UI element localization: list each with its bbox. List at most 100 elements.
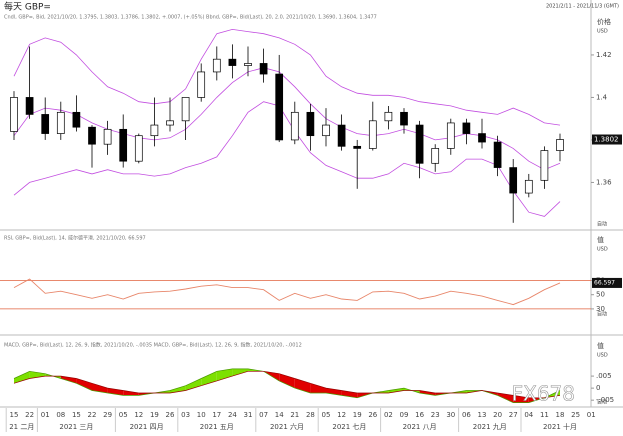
series-line bbox=[13, 28, 561, 126]
axis-title: 价格 bbox=[597, 17, 611, 26]
x-group-label: 2021 八月 bbox=[403, 423, 437, 431]
candle-body bbox=[72, 111, 81, 128]
candle-body bbox=[415, 124, 424, 164]
macd-fill bbox=[310, 383, 326, 393]
x-tick-label: 21 bbox=[290, 411, 299, 419]
macd-fill bbox=[388, 388, 404, 393]
x-tick-label: 30 bbox=[446, 411, 455, 419]
x-tick-label: 04 bbox=[524, 411, 533, 419]
y-tick-label: -.005 bbox=[596, 396, 614, 404]
axis-title: 值 bbox=[597, 235, 604, 244]
macd-fill bbox=[14, 371, 30, 384]
candle-body bbox=[368, 120, 377, 149]
y-tick-label: 50 bbox=[596, 291, 605, 299]
x-tick-label: 22 bbox=[25, 411, 34, 419]
scale-mode: 自动 bbox=[597, 311, 607, 318]
macd-fill bbox=[201, 371, 217, 386]
axis-unit: USD bbox=[597, 29, 608, 35]
macd-fill bbox=[76, 378, 92, 391]
info-line: MACD, GBP=, Bid(Last), 12, 26, 9, 指数, 20… bbox=[4, 342, 302, 349]
x-tick-label: 15 bbox=[72, 411, 81, 419]
candle-body bbox=[462, 122, 471, 134]
x-tick-label: 26 bbox=[166, 411, 175, 419]
x-tick-label: 27 bbox=[509, 411, 518, 419]
candle-body bbox=[509, 167, 518, 194]
candle-body bbox=[134, 135, 143, 162]
macd-fill bbox=[497, 392, 514, 403]
y-tick-label: 1.42 bbox=[596, 51, 612, 59]
candle-body bbox=[103, 128, 112, 145]
series-line bbox=[13, 101, 561, 217]
candle-body bbox=[41, 114, 50, 134]
date-range: 2021/2/11 - 2021/11/3 (GMT) bbox=[546, 4, 619, 10]
x-tick-label: 09 bbox=[400, 411, 409, 419]
info-line: RSI, GBP=, Bid(Last), 14, 威尔德平滑, 2021/10… bbox=[4, 235, 146, 242]
x-tick-label: 25 bbox=[571, 411, 580, 419]
candle-body bbox=[306, 111, 315, 137]
x-tick-label: 12 bbox=[134, 411, 143, 419]
macd-fill bbox=[185, 378, 202, 391]
y-tick-label: 0 bbox=[596, 384, 600, 392]
x-tick-label: 18 bbox=[556, 411, 565, 419]
candle-body bbox=[275, 73, 284, 141]
x-group-label: 2021 四月 bbox=[130, 423, 164, 431]
axis-unit: USD bbox=[597, 247, 608, 253]
y-tick-label: 30 bbox=[596, 305, 605, 313]
series-line bbox=[13, 278, 561, 306]
x-group-label: 2021 十月 bbox=[543, 422, 577, 431]
x-tick-label: 06 bbox=[462, 411, 471, 419]
x-tick-label: 26 bbox=[368, 411, 377, 419]
axis-title: 值 bbox=[597, 341, 604, 350]
candle-body bbox=[431, 148, 440, 164]
series-line bbox=[13, 368, 561, 403]
x-tick-label: 19 bbox=[353, 411, 362, 419]
y-tick-label: 1.36 bbox=[596, 178, 612, 186]
y-tick-label: .005 bbox=[596, 372, 612, 380]
candle-body bbox=[384, 111, 393, 122]
candle-body bbox=[197, 71, 206, 98]
x-tick-label: 16 bbox=[415, 411, 424, 419]
x-tick-label: 01 bbox=[41, 411, 50, 419]
x-tick-label: 05 bbox=[119, 411, 128, 419]
x-tick-label: 10 bbox=[197, 411, 206, 419]
x-tick-label: 19 bbox=[150, 411, 159, 419]
x-tick-label: 29 bbox=[103, 411, 112, 419]
x-tick-label: 05 bbox=[322, 411, 331, 419]
x-group-label: 2021 六月 bbox=[270, 422, 304, 431]
chart-title: 每天 GBP= bbox=[4, 1, 51, 13]
info-line: Cndl, GBP=, Bid, 2021/10/20, 1.3795, 1.3… bbox=[4, 15, 377, 21]
x-tick-label: 24 bbox=[228, 411, 237, 419]
x-group-label: 2021 七月 bbox=[332, 422, 366, 431]
candle-body bbox=[353, 145, 362, 149]
x-tick-label: 01 bbox=[587, 411, 596, 419]
macd-fill bbox=[232, 368, 248, 377]
axis-unit: USD bbox=[597, 353, 608, 359]
candle-body bbox=[88, 126, 96, 145]
x-tick-label: 02 bbox=[384, 411, 393, 419]
macd-fill bbox=[123, 390, 139, 396]
x-tick-label: 22 bbox=[88, 411, 97, 419]
x-tick-label: 14 bbox=[275, 411, 284, 419]
x-tick-label: 13 bbox=[478, 411, 487, 419]
scale-mode: 自动 bbox=[597, 399, 607, 406]
macd-fill bbox=[419, 390, 436, 396]
x-tick-label: 17 bbox=[212, 411, 221, 419]
x-group-label: 2021 三月 bbox=[59, 423, 93, 431]
candle-body bbox=[212, 58, 221, 73]
x-group-label: 21 二月 bbox=[9, 423, 34, 431]
x-tick-label: 12 bbox=[337, 411, 346, 419]
last-value-box bbox=[592, 134, 622, 145]
x-group-label: 2021 九月 bbox=[473, 422, 507, 431]
macd-fill bbox=[170, 385, 186, 393]
candle-body bbox=[166, 120, 174, 126]
candle-body bbox=[556, 139, 564, 151]
series-line bbox=[13, 370, 561, 399]
series-line bbox=[13, 67, 561, 171]
candle-body bbox=[181, 97, 190, 122]
x-tick-label: 31 bbox=[244, 411, 253, 419]
candle-body bbox=[259, 63, 268, 75]
candle-body bbox=[25, 97, 34, 115]
candle-body bbox=[478, 133, 486, 143]
candle-body bbox=[56, 111, 65, 134]
candle-body bbox=[228, 58, 237, 66]
